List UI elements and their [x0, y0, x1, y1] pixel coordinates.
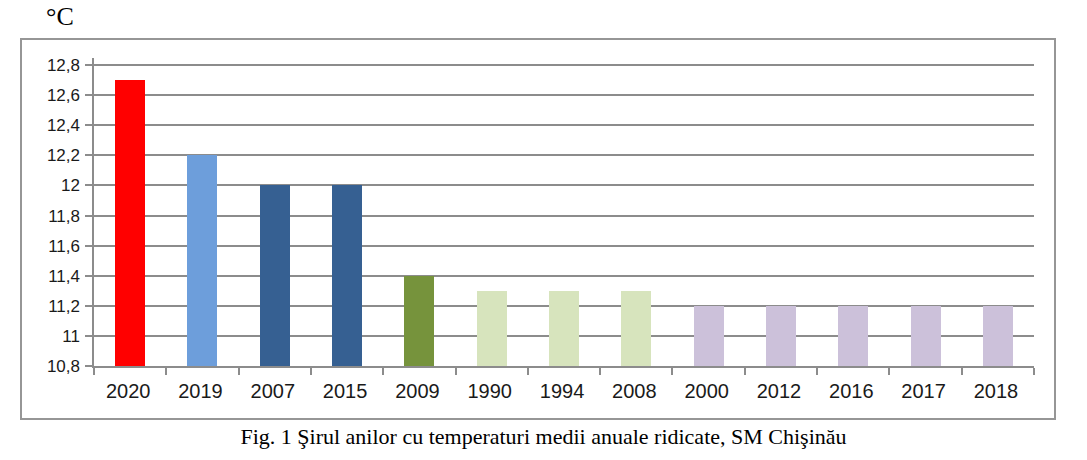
y-axis-tick: [85, 275, 94, 277]
gridline: [94, 124, 1034, 126]
x-axis-label-2000: 2000: [671, 380, 743, 403]
x-axis-tick: [93, 368, 95, 375]
bar-2012: [766, 306, 796, 366]
x-axis-label-2008: 2008: [598, 380, 670, 403]
x-axis-tick: [961, 368, 963, 375]
y-axis-tick: [85, 154, 94, 156]
bar-2018: [983, 306, 1013, 366]
y-axis-tick: [85, 305, 94, 307]
x-axis-label-2019: 2019: [164, 380, 236, 403]
y-axis-tick-label: 11,6: [48, 237, 80, 254]
gridline: [94, 94, 1034, 96]
x-axis-tick: [165, 368, 167, 375]
x-axis-tick: [1033, 368, 1035, 375]
x-axis-tick: [310, 368, 312, 375]
bar-2008: [621, 291, 651, 366]
y-axis-tick-label: 12,8: [47, 57, 80, 74]
x-axis-tick: [527, 368, 529, 375]
x-axis-tick: [238, 368, 240, 375]
bar-2007: [260, 185, 290, 366]
bar-2019: [187, 155, 217, 366]
y-axis-tick-label: 11,8: [48, 207, 80, 224]
x-axis-label-1990: 1990: [454, 380, 526, 403]
chart-figure: °C 10,81111,211,411,611,81212,212,412,61…: [0, 0, 1087, 460]
y-axis-tick-label: 11,2: [48, 297, 80, 314]
x-axis-tick: [455, 368, 457, 375]
gridline: [94, 215, 1034, 217]
y-axis-tick-label: 12,6: [47, 87, 80, 104]
bar-2017: [911, 306, 941, 366]
x-axis-tick: [599, 368, 601, 375]
y-axis-tick-label: 11,4: [48, 267, 80, 284]
x-axis-tick: [888, 368, 890, 375]
y-axis-tick: [85, 94, 94, 96]
x-axis-label-2009: 2009: [381, 380, 453, 403]
x-axis-label-2012: 2012: [743, 380, 815, 403]
y-axis-tick: [85, 215, 94, 217]
y-axis-unit-label: °C: [46, 2, 74, 32]
chart-plot-border: 10,81111,211,411,611,81212,212,412,612,8…: [20, 38, 1056, 420]
x-axis-tick: [744, 368, 746, 375]
bar-1994: [549, 291, 579, 366]
y-axis-tick-label: 12,2: [47, 147, 80, 164]
plot-area: 10,81111,211,411,611,81212,212,412,612,8: [92, 65, 1034, 368]
bar-2000: [694, 306, 724, 366]
y-axis-tick: [85, 184, 94, 186]
gridline: [94, 184, 1034, 186]
y-axis-tick-label: 12: [61, 177, 80, 194]
x-axis-label-1994: 1994: [526, 380, 598, 403]
x-axis-label-2020: 2020: [92, 380, 164, 403]
y-axis-tick: [85, 245, 94, 247]
y-axis-tick: [85, 124, 94, 126]
x-axis-tick: [671, 368, 673, 375]
bar-2009: [404, 276, 434, 366]
y-axis-tick-label: 11: [62, 327, 80, 344]
x-axis-label-2016: 2016: [815, 380, 887, 403]
x-axis-labels: 2020201920072015200919901994200820002012…: [92, 380, 1032, 403]
x-axis-label-2017: 2017: [887, 380, 959, 403]
y-axis-tick: [85, 365, 94, 367]
bar-2016: [838, 306, 868, 366]
x-axis-tick: [382, 368, 384, 375]
x-axis-label-2018: 2018: [960, 380, 1032, 403]
figure-caption: Fig. 1 Şirul anilor cu temperaturi medii…: [0, 424, 1087, 450]
bar-2020: [115, 80, 145, 366]
y-axis-tick-label: 10,8: [47, 358, 80, 375]
y-axis-tick: [85, 335, 94, 337]
gridline: [94, 275, 1034, 277]
x-axis-tick: [816, 368, 818, 375]
y-axis-tick: [85, 64, 94, 66]
x-axis-label-2007: 2007: [237, 380, 309, 403]
bar-2015: [332, 185, 362, 366]
gridline: [94, 154, 1034, 156]
gridline: [94, 245, 1034, 247]
gridline: [94, 64, 1034, 66]
y-axis-tick-label: 12,4: [47, 117, 80, 134]
x-axis-label-2015: 2015: [309, 380, 381, 403]
bar-1990: [477, 291, 507, 366]
